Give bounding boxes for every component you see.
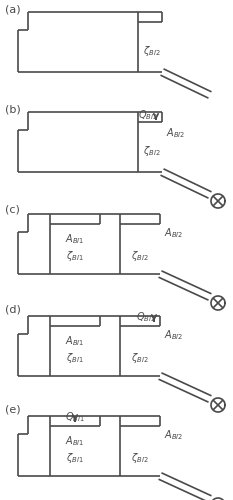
Text: $Q_{BI2}$: $Q_{BI2}$ <box>138 108 158 122</box>
Text: $\zeta_{BI1}$: $\zeta_{BI1}$ <box>66 249 84 263</box>
Text: (b): (b) <box>5 104 21 114</box>
Text: $A_{BI1}$: $A_{BI1}$ <box>65 434 85 448</box>
Text: (a): (a) <box>5 4 21 14</box>
Text: $A_{BI2}$: $A_{BI2}$ <box>166 126 185 140</box>
Text: $\zeta_{BI2}$: $\zeta_{BI2}$ <box>131 351 149 365</box>
Text: $A_{BI1}$: $A_{BI1}$ <box>65 334 85 348</box>
Text: $\zeta_{BI2}$: $\zeta_{BI2}$ <box>143 144 161 158</box>
Text: $\zeta_{BI2}$: $\zeta_{BI2}$ <box>131 249 149 263</box>
Text: (d): (d) <box>5 304 21 314</box>
Text: (c): (c) <box>5 204 20 214</box>
Text: $\zeta_{BI1}$: $\zeta_{BI1}$ <box>66 451 84 465</box>
Text: $A_{BI2}$: $A_{BI2}$ <box>164 328 183 342</box>
Text: $\zeta_{BI2}$: $\zeta_{BI2}$ <box>143 44 161 58</box>
Text: $Q_{BI2}$: $Q_{BI2}$ <box>136 310 156 324</box>
Text: (e): (e) <box>5 404 21 414</box>
Text: $\zeta_{BI2}$: $\zeta_{BI2}$ <box>131 451 149 465</box>
Text: $A_{BI2}$: $A_{BI2}$ <box>164 226 183 240</box>
Text: $A_{BI2}$: $A_{BI2}$ <box>164 428 183 442</box>
Text: $\zeta_{BI1}$: $\zeta_{BI1}$ <box>66 351 84 365</box>
Text: $Q_{BI1}$: $Q_{BI1}$ <box>65 410 85 424</box>
Text: $A_{BI1}$: $A_{BI1}$ <box>65 232 85 246</box>
